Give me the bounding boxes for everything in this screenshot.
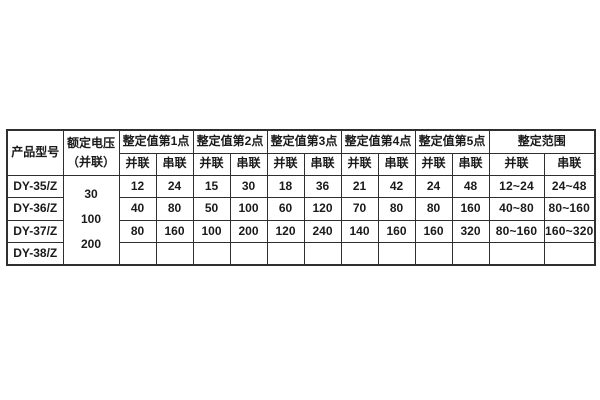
value-cell: 320 — [451, 219, 490, 243]
value-cell: 200 — [229, 219, 268, 243]
model-cell: DY-35/Z — [6, 174, 64, 198]
range-cell — [488, 242, 545, 266]
header-setting-point-3: 整定值第3点 — [266, 129, 342, 154]
table-row: DY-35/Z 30 100 200 12 24 15 30 18 36 21 … — [6, 174, 596, 266]
header-setting-point-2: 整定值第2点 — [192, 129, 268, 154]
relay-spec-table: 产品型号 额定电压 （并联） 整定值第1点 整定值第2点 整定值第3点 整定值第… — [6, 129, 597, 266]
range-cell: 40~80 — [488, 197, 545, 221]
table-row: DY-38/Z — [6, 242, 596, 266]
voltage-value: 30 — [84, 186, 98, 201]
value-cell: 60 — [266, 197, 305, 221]
value-cell: 100 — [192, 219, 231, 243]
voltage-value: 200 — [80, 237, 102, 252]
value-cell — [155, 242, 194, 266]
model-cell: DY-37/Z — [6, 219, 64, 243]
subheader-series: 串联 — [543, 152, 596, 176]
value-cell: 100 — [229, 197, 268, 221]
voltage-value: 100 — [80, 212, 102, 227]
value-cell: 160 — [414, 219, 453, 243]
value-cell: 40 — [118, 197, 157, 221]
value-cell — [340, 242, 379, 266]
subheader-parallel: 并联 — [266, 152, 305, 176]
value-cell: 21 — [340, 174, 379, 198]
range-cell — [543, 242, 596, 266]
value-cell — [451, 242, 490, 266]
subheader-series: 串联 — [377, 152, 416, 176]
subheader-parallel: 并联 — [340, 152, 379, 176]
subheader-series: 串联 — [303, 152, 342, 176]
header-product-model: 产品型号 — [6, 129, 64, 176]
value-cell — [229, 242, 268, 266]
value-cell: 160 — [451, 197, 490, 221]
value-cell: 80 — [414, 197, 453, 221]
model-cell: DY-38/Z — [6, 242, 64, 266]
value-cell: 18 — [266, 174, 305, 198]
value-cell: 24 — [414, 174, 453, 198]
value-cell: 15 — [192, 174, 231, 198]
value-cell: 24 — [155, 174, 194, 198]
value-cell: 160 — [377, 219, 416, 243]
subheader-parallel: 并联 — [488, 152, 545, 176]
header-setting-point-1: 整定值第1点 — [118, 129, 194, 154]
subheader-parallel: 并联 — [414, 152, 453, 176]
value-cell: 50 — [192, 197, 231, 221]
value-cell — [192, 242, 231, 266]
range-cell: 24~48 — [543, 174, 596, 198]
value-cell: 240 — [303, 219, 342, 243]
header-rated-voltage-line1: 额定电压 — [66, 135, 115, 150]
range-cell: 80~160 — [543, 197, 596, 221]
value-cell — [414, 242, 453, 266]
header-rated-voltage-line2: （并联） — [66, 154, 115, 169]
range-cell: 160~320 — [543, 219, 596, 243]
value-cell: 42 — [377, 174, 416, 198]
value-cell — [377, 242, 416, 266]
value-cell: 80 — [377, 197, 416, 221]
header-setting-range: 整定范围 — [488, 129, 596, 154]
header-setting-point-4: 整定值第4点 — [340, 129, 416, 154]
value-cell: 80 — [155, 197, 194, 221]
header-setting-point-5: 整定值第5点 — [414, 129, 490, 154]
table-row: DY-37/Z 80 160 100 200 120 240 140 160 1… — [6, 219, 596, 243]
value-cell — [266, 242, 305, 266]
value-cell: 120 — [266, 219, 305, 243]
value-cell: 12 — [118, 174, 157, 198]
header-rated-voltage: 额定电压 （并联） — [62, 129, 120, 176]
value-cell: 120 — [303, 197, 342, 221]
value-cell: 140 — [340, 219, 379, 243]
subheader-series: 串联 — [451, 152, 490, 176]
value-cell: 48 — [451, 174, 490, 198]
subheader-series: 串联 — [229, 152, 268, 176]
value-cell: 160 — [155, 219, 194, 243]
subheader-parallel: 并联 — [118, 152, 157, 176]
range-cell: 12~24 — [488, 174, 545, 198]
voltage-values-cell: 30 100 200 — [62, 174, 120, 266]
table-row: DY-36/Z 40 80 50 100 60 120 70 80 80 160… — [6, 197, 596, 221]
subheader-series: 串联 — [155, 152, 194, 176]
range-cell: 80~160 — [488, 219, 545, 243]
value-cell — [303, 242, 342, 266]
value-cell: 30 — [229, 174, 268, 198]
value-cell: 36 — [303, 174, 342, 198]
subheader-parallel: 并联 — [192, 152, 231, 176]
value-cell — [118, 242, 157, 266]
model-cell: DY-36/Z — [6, 197, 64, 221]
value-cell: 70 — [340, 197, 379, 221]
value-cell: 80 — [118, 219, 157, 243]
